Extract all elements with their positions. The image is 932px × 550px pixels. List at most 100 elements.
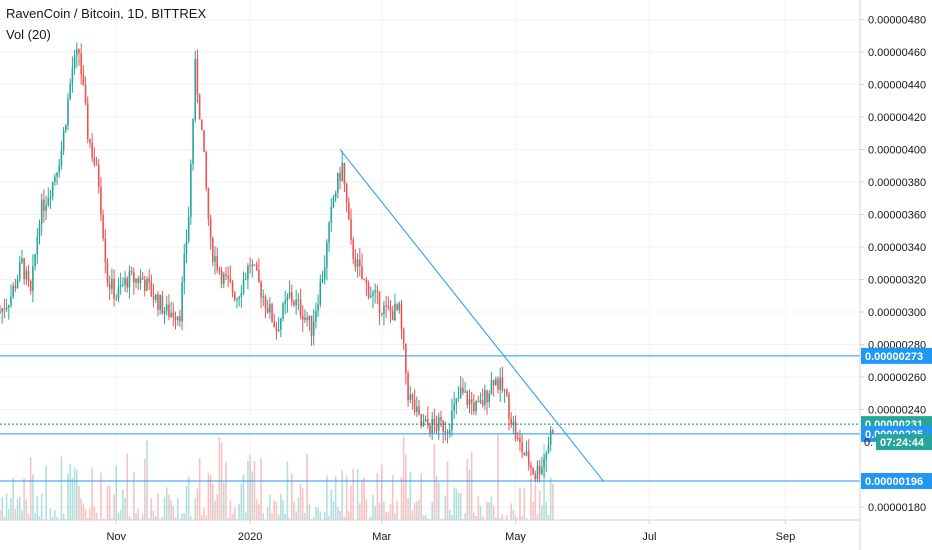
- candle-body: [328, 222, 330, 243]
- candle-body: [23, 258, 25, 280]
- volume-bar: [293, 501, 295, 520]
- candle-body: [21, 258, 23, 263]
- volume-bar: [337, 507, 339, 520]
- candle-body: [266, 307, 269, 313]
- candle-body: [372, 292, 374, 296]
- candle-body: [233, 292, 236, 300]
- candle-body: [148, 278, 150, 283]
- candle-body: [38, 224, 41, 237]
- candle-body: [150, 282, 153, 297]
- volume-bar: [5, 494, 8, 520]
- candle-body: [356, 259, 359, 268]
- candle-body: [446, 431, 449, 433]
- volume-bar: [405, 454, 407, 520]
- volume-bar: [435, 476, 438, 520]
- volume-bar: [12, 478, 14, 520]
- volume-bar: [319, 511, 322, 520]
- candle-body: [271, 304, 273, 322]
- volume-bar: [176, 497, 179, 520]
- candle-body: [205, 151, 208, 188]
- candle-body: [380, 313, 383, 315]
- volume-bar: [501, 514, 504, 520]
- volume-bar: [185, 485, 188, 520]
- volume-bar: [133, 472, 135, 520]
- volume-bar: [277, 514, 280, 520]
- volume-bar: [275, 502, 278, 520]
- volume-bar: [40, 493, 43, 520]
- candle-body: [334, 193, 337, 198]
- candle-body: [345, 184, 348, 203]
- candle-body: [365, 279, 368, 284]
- candle-body: [510, 418, 512, 425]
- volume-bar: [14, 508, 17, 520]
- candle-body: [315, 310, 317, 322]
- volume-bar: [27, 514, 30, 520]
- candle-body: [437, 417, 440, 431]
- volume-bar: [266, 507, 269, 520]
- candle-body: [198, 94, 201, 120]
- candle-body: [396, 304, 398, 311]
- candle-body: [466, 391, 469, 405]
- countdown-label: 07:24:44: [880, 437, 925, 449]
- candle-body: [78, 49, 80, 54]
- volume-bar: [194, 498, 197, 520]
- candle-body: [80, 53, 82, 75]
- volume-bar: [130, 518, 133, 520]
- candle-body: [102, 214, 104, 239]
- volume-bar: [141, 514, 144, 520]
- candle-body: [45, 204, 47, 211]
- volume-bar: [262, 513, 265, 520]
- candle-body: [363, 279, 365, 281]
- candle-body: [301, 315, 304, 320]
- candle-body: [262, 296, 265, 298]
- volume-bar: [207, 473, 210, 520]
- volume-bar: [350, 485, 352, 520]
- volume-bar: [201, 514, 203, 520]
- candle-body: [442, 420, 444, 432]
- volume-bar: [286, 461, 289, 520]
- volume-bar: [154, 516, 157, 520]
- volume-bar: [69, 463, 72, 520]
- candle-body: [100, 186, 102, 215]
- candle-body: [0, 312, 1, 313]
- candle-body: [339, 172, 341, 181]
- volume-bar: [547, 514, 550, 520]
- volume-bar: [308, 503, 311, 520]
- volume-bar: [159, 518, 161, 520]
- volume-bar: [475, 516, 477, 520]
- volume-bar: [102, 518, 104, 520]
- candle-body: [308, 315, 311, 321]
- candle-body: [486, 390, 488, 403]
- candle-body: [154, 294, 157, 300]
- candle-body: [514, 421, 517, 438]
- candle-body: [462, 387, 464, 393]
- candle-body: [51, 182, 54, 197]
- volume-bar: [282, 499, 284, 520]
- candle-body: [431, 418, 433, 434]
- candle-body: [264, 296, 267, 308]
- candle-body: [236, 298, 238, 300]
- candle-body: [330, 207, 333, 223]
- candle-body: [337, 172, 339, 194]
- volume-bar: [269, 494, 271, 520]
- candle-body: [519, 437, 521, 443]
- candle-body: [249, 265, 251, 267]
- volume-bar: [519, 487, 521, 520]
- volume-bar: [34, 512, 36, 520]
- price-tag-label: 0.00000196: [865, 476, 923, 488]
- volume-bar: [437, 482, 440, 520]
- volume-bar: [161, 516, 164, 520]
- volume-bar: [416, 501, 418, 520]
- candle-body: [383, 305, 385, 315]
- volume-bar: [422, 515, 425, 520]
- candle-body: [545, 452, 548, 460]
- volume-bar: [532, 501, 534, 520]
- candle-body: [409, 394, 412, 401]
- candle-body: [310, 315, 313, 336]
- candle-body: [133, 271, 135, 283]
- volume-bar: [255, 499, 258, 520]
- candle-body: [16, 279, 19, 288]
- volume-bar: [218, 436, 221, 520]
- volume-indicator-label[interactable]: Vol (20): [6, 27, 51, 42]
